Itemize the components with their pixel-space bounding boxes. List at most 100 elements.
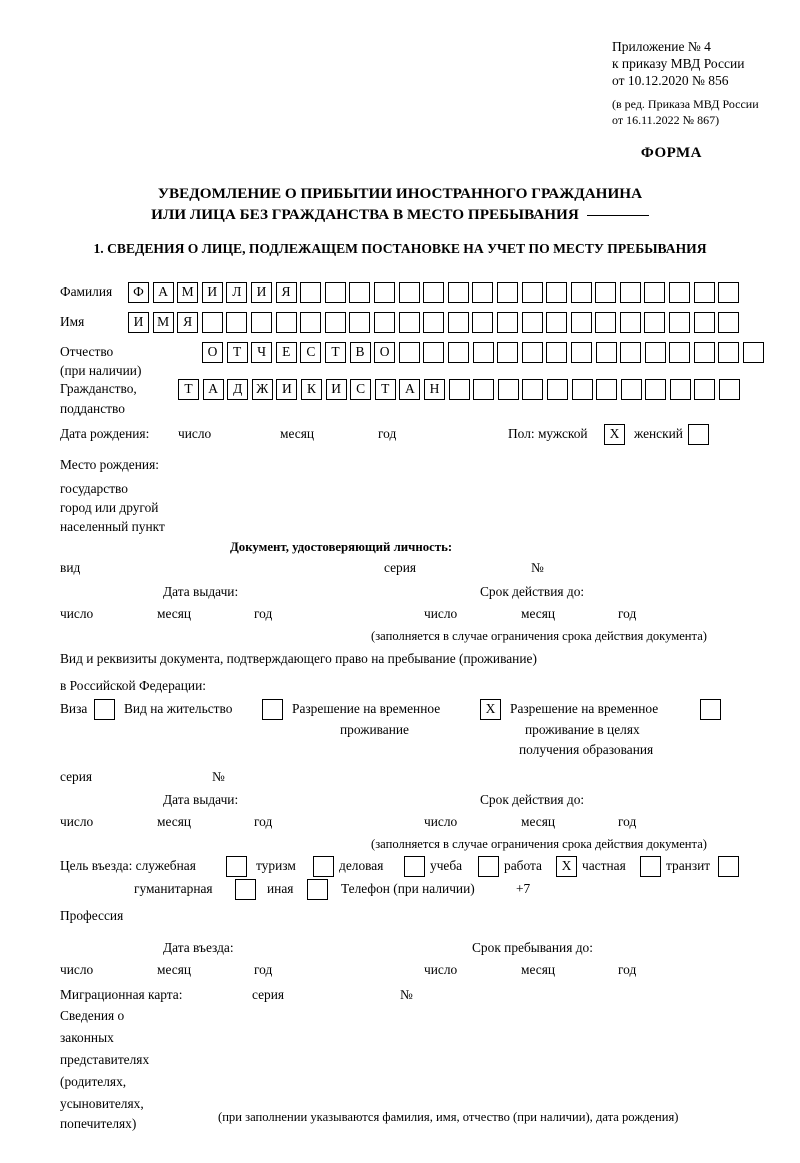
firstname-cell[interactable] xyxy=(619,312,641,333)
patronymic-cell[interactable] xyxy=(472,342,494,363)
surname-cell[interactable] xyxy=(447,282,469,303)
patronymic-cell[interactable]: Е xyxy=(275,342,297,363)
purpose-transit-checkbox[interactable] xyxy=(718,856,739,877)
citizenship-cell[interactable] xyxy=(448,379,470,400)
patronymic-cell[interactable] xyxy=(693,342,715,363)
patronymic-cell[interactable] xyxy=(497,342,519,363)
patronymic-cell[interactable] xyxy=(398,342,420,363)
patronymic-cell[interactable]: Т xyxy=(226,342,248,363)
firstname-cell[interactable] xyxy=(275,312,297,333)
surname-cell[interactable] xyxy=(349,282,371,303)
surname-cell[interactable] xyxy=(669,282,691,303)
surname-cell[interactable] xyxy=(373,282,395,303)
surname-cell[interactable] xyxy=(546,282,568,303)
surname-cell[interactable] xyxy=(472,282,494,303)
citizenship-cell[interactable]: Ж xyxy=(251,379,273,400)
patronymic-cell[interactable]: О xyxy=(202,342,223,363)
citizenship-cell[interactable]: А xyxy=(202,379,224,400)
citizenship-cell[interactable]: И xyxy=(325,379,347,400)
purpose-service-checkbox[interactable] xyxy=(226,856,247,877)
patronymic-cell[interactable] xyxy=(423,342,445,363)
firstname-cell[interactable] xyxy=(496,312,518,333)
firstname-cell[interactable] xyxy=(226,312,248,333)
citizenship-cell[interactable]: Н xyxy=(423,379,445,400)
firstname-cell[interactable]: М xyxy=(152,312,174,333)
patronymic-cell[interactable]: С xyxy=(300,342,322,363)
purpose-tourism-checkbox[interactable] xyxy=(313,856,334,877)
temp-residence-checkbox[interactable]: X xyxy=(480,699,501,720)
firstname-cell[interactable] xyxy=(423,312,445,333)
firstname-cell[interactable] xyxy=(349,312,371,333)
firstname-cell[interactable] xyxy=(718,312,740,333)
firstname-cell[interactable] xyxy=(201,312,223,333)
patronymic-cell[interactable] xyxy=(718,342,740,363)
sex-male-checkbox[interactable]: X xyxy=(604,424,625,445)
visa-checkbox[interactable] xyxy=(94,699,115,720)
residence-permit-checkbox[interactable] xyxy=(262,699,283,720)
surname-cell[interactable] xyxy=(521,282,543,303)
citizenship-cell[interactable] xyxy=(719,379,741,400)
patronymic-cell[interactable] xyxy=(521,342,543,363)
surname-cell[interactable]: Я xyxy=(275,282,297,303)
surname-cell[interactable]: И xyxy=(201,282,223,303)
citizenship-cell[interactable] xyxy=(596,379,618,400)
surname-cell[interactable] xyxy=(423,282,445,303)
patronymic-cell[interactable] xyxy=(546,342,568,363)
citizenship-cell[interactable] xyxy=(571,379,593,400)
citizenship-cell[interactable] xyxy=(497,379,519,400)
purpose-business-checkbox[interactable] xyxy=(404,856,425,877)
firstname-cell[interactable] xyxy=(300,312,322,333)
patronymic-cell[interactable]: Ч xyxy=(251,342,273,363)
surname-cell[interactable]: М xyxy=(177,282,199,303)
patronymic-cell[interactable] xyxy=(644,342,666,363)
citizenship-cell[interactable]: А xyxy=(399,379,421,400)
citizenship-cell[interactable] xyxy=(694,379,716,400)
patronymic-cell[interactable] xyxy=(743,342,765,363)
citizenship-cell[interactable] xyxy=(522,379,544,400)
firstname-cell[interactable] xyxy=(644,312,666,333)
firstname-cell[interactable] xyxy=(570,312,592,333)
firstname-cell[interactable]: Я xyxy=(177,312,199,333)
surname-cell[interactable]: А xyxy=(152,282,174,303)
citizenship-cell[interactable]: Д xyxy=(227,379,249,400)
surname-cell[interactable] xyxy=(693,282,715,303)
firstname-cell[interactable] xyxy=(373,312,395,333)
citizenship-cell[interactable]: И xyxy=(276,379,298,400)
surname-cell[interactable]: И xyxy=(250,282,272,303)
citizenship-cell[interactable] xyxy=(620,379,642,400)
patronymic-cell[interactable]: В xyxy=(349,342,371,363)
surname-cell[interactable]: Ф xyxy=(128,282,149,303)
citizenship-cell[interactable] xyxy=(669,379,691,400)
patronymic-cell[interactable] xyxy=(595,342,617,363)
patronymic-cell[interactable] xyxy=(669,342,691,363)
firstname-cell[interactable] xyxy=(472,312,494,333)
surname-cell[interactable] xyxy=(324,282,346,303)
surname-cell[interactable] xyxy=(595,282,617,303)
firstname-cell[interactable] xyxy=(669,312,691,333)
firstname-cell[interactable] xyxy=(693,312,715,333)
firstname-cell[interactable] xyxy=(398,312,420,333)
surname-cell[interactable] xyxy=(398,282,420,303)
temp-residence-edu-checkbox[interactable] xyxy=(700,699,721,720)
citizenship-cell[interactable]: К xyxy=(300,379,322,400)
firstname-cell[interactable] xyxy=(324,312,346,333)
firstname-cell[interactable] xyxy=(250,312,272,333)
surname-cell[interactable] xyxy=(619,282,641,303)
purpose-private-checkbox[interactable] xyxy=(640,856,661,877)
purpose-study-checkbox[interactable] xyxy=(478,856,499,877)
surname-cell[interactable] xyxy=(496,282,518,303)
firstname-cell[interactable] xyxy=(447,312,469,333)
purpose-humanitarian-checkbox[interactable] xyxy=(235,879,256,900)
patronymic-cell[interactable]: Т xyxy=(324,342,346,363)
citizenship-cell[interactable]: Т xyxy=(374,379,396,400)
surname-cell[interactable] xyxy=(300,282,322,303)
citizenship-cell[interactable] xyxy=(473,379,495,400)
surname-cell[interactable] xyxy=(644,282,666,303)
citizenship-cell[interactable] xyxy=(546,379,568,400)
firstname-cell[interactable]: И xyxy=(128,312,149,333)
firstname-cell[interactable] xyxy=(595,312,617,333)
surname-cell[interactable]: Л xyxy=(226,282,248,303)
